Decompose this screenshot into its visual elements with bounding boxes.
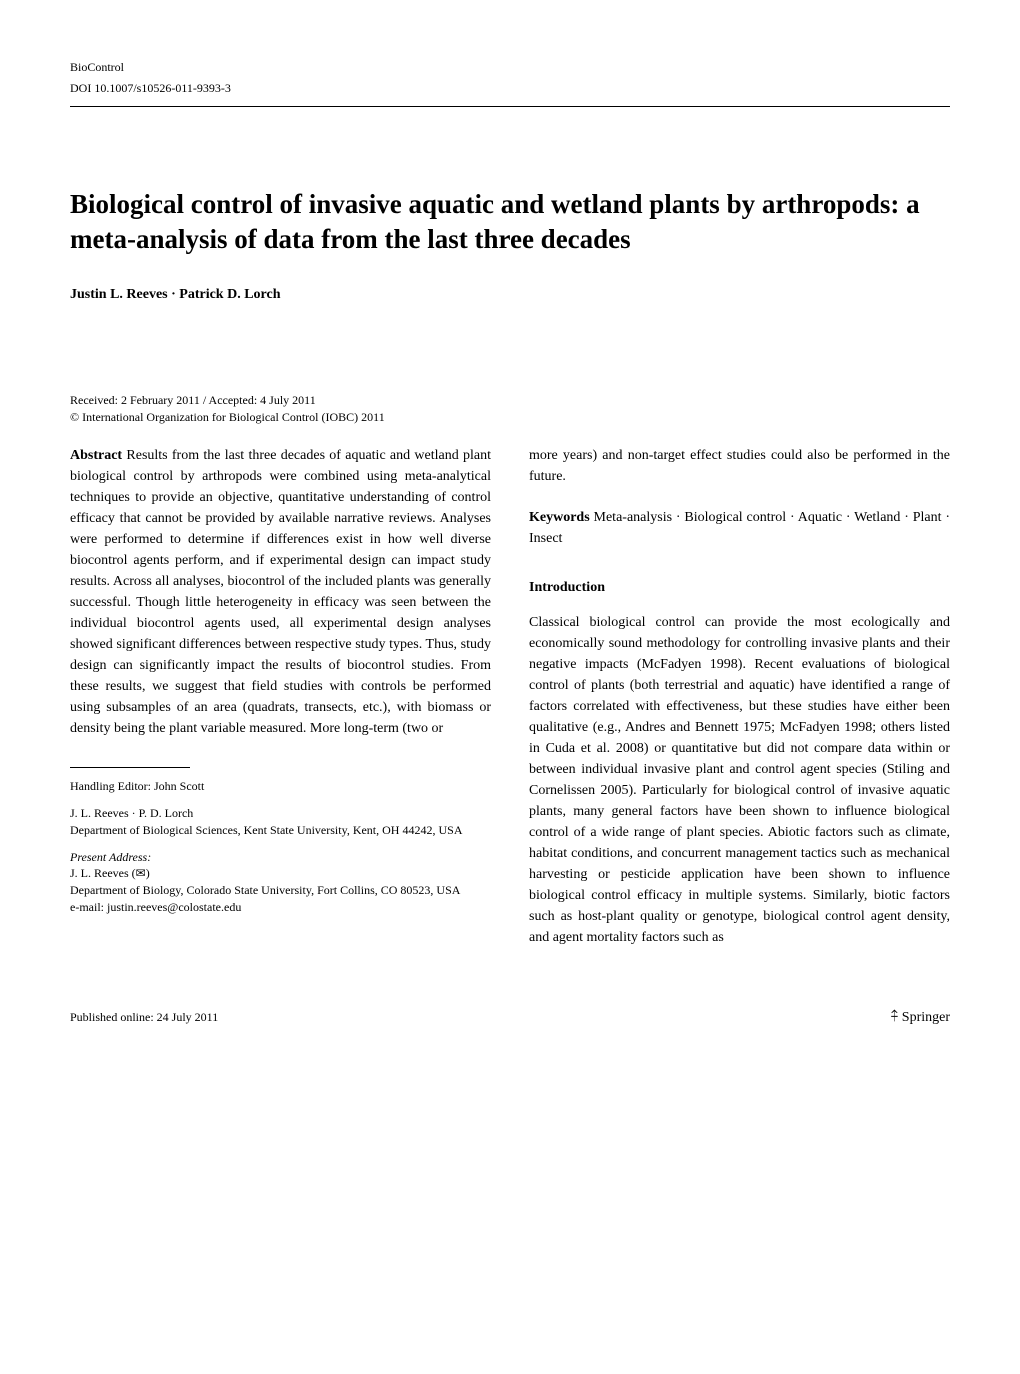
present-address-label: Present Address: [70, 849, 491, 866]
page-footer: Published online: 24 July 2011 ⤉ Springe… [70, 1008, 950, 1026]
keywords-paragraph: Keywords Meta-analysis · Biological cont… [529, 507, 950, 549]
present-address: Present Address: J. L. Reeves (✉) Depart… [70, 849, 491, 916]
copyright-line: © International Organization for Biologi… [70, 410, 950, 425]
doi: DOI 10.1007/s10526-011-9393-3 [70, 81, 950, 96]
journal-name: BioControl [70, 60, 124, 75]
left-column: Abstract Results from the last three dec… [70, 445, 491, 948]
affiliation-1-dept: Department of Biological Sciences, Kent … [70, 823, 462, 837]
author-list: Justin L. Reeves · Patrick D. Lorch [70, 287, 950, 303]
introduction-heading: Introduction [529, 577, 950, 598]
abstract-paragraph: Abstract Results from the last three dec… [70, 445, 491, 739]
introduction-text: Classical biological control can provide… [529, 612, 950, 948]
affiliation-1-names: J. L. Reeves · P. D. Lorch [70, 805, 491, 822]
corresponding-author: J. L. Reeves (✉) [70, 866, 150, 880]
right-column: more years) and non-target effect studie… [529, 445, 950, 948]
abstract-text-part1: Results from the last three decades of a… [70, 448, 491, 736]
article-dates: Received: 2 February 2011 / Accepted: 4 … [70, 393, 950, 408]
handling-editor-note: Handling Editor: John Scott [70, 778, 491, 795]
running-header: BioControl [70, 60, 950, 75]
article-title: Biological control of invasive aquatic a… [70, 187, 950, 257]
present-address-name: J. L. Reeves (✉) [70, 865, 491, 882]
abstract-continuation: more years) and non-target effect studie… [529, 445, 950, 487]
publisher-name: Springer [902, 1010, 950, 1025]
keywords-text: Meta-analysis · Biological control · Aqu… [529, 510, 950, 546]
keywords-label: Keywords [529, 510, 590, 525]
footnote-rule [70, 767, 190, 768]
springer-icon: ⤉ [891, 1008, 898, 1025]
affiliation-1: J. L. Reeves · P. D. Lorch Department of… [70, 805, 491, 839]
present-address-email: e-mail: justin.reeves@colostate.edu [70, 900, 241, 914]
present-address-dept: Department of Biology, Colorado State Un… [70, 882, 491, 899]
header-rule [70, 106, 950, 107]
body-columns: Abstract Results from the last three dec… [70, 445, 950, 948]
published-online: Published online: 24 July 2011 [70, 1010, 218, 1025]
publisher-mark: ⤉ Springer [891, 1008, 950, 1026]
abstract-label: Abstract [70, 448, 122, 463]
